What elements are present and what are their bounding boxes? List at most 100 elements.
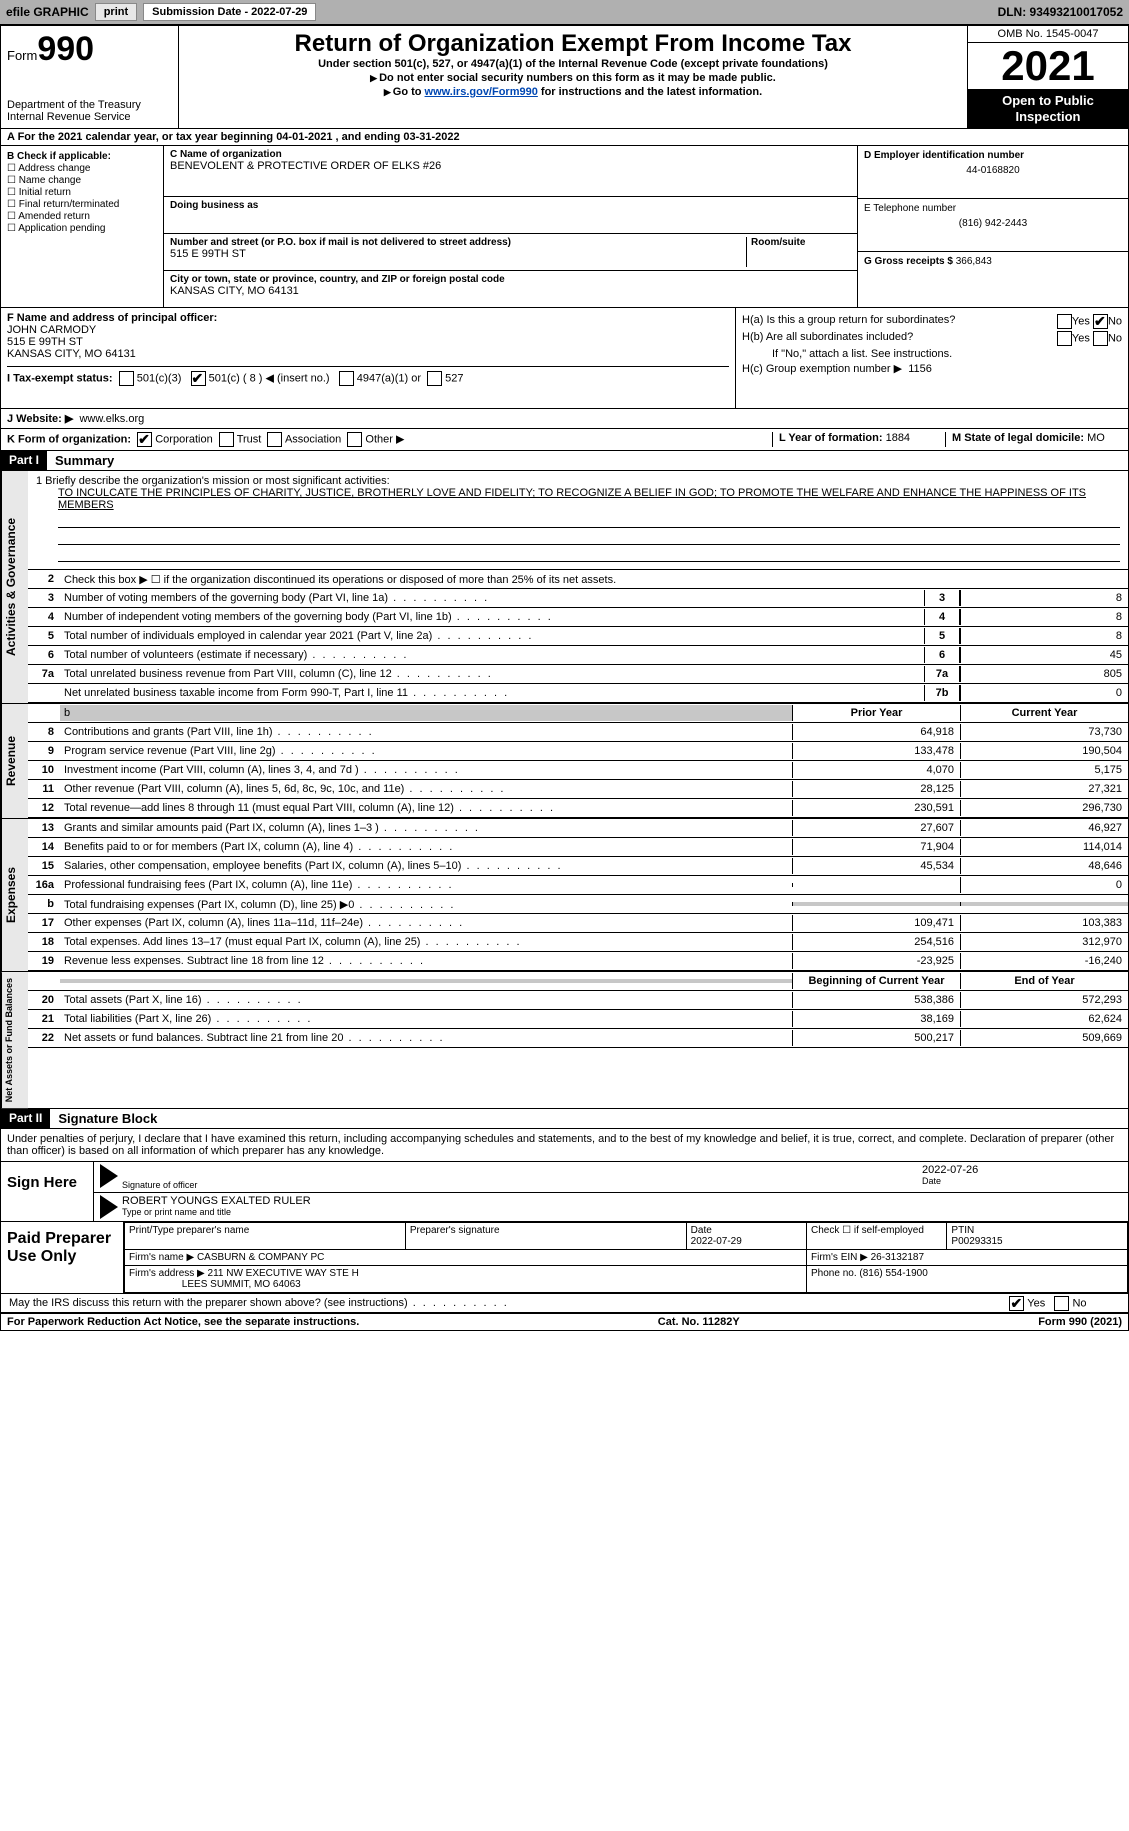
cb-527[interactable]: [427, 371, 442, 386]
sign-here-label: Sign Here: [1, 1162, 94, 1221]
line-18: 18Total expenses. Add lines 13–17 (must …: [28, 933, 1128, 952]
cb-application-pending[interactable]: ☐ Application pending: [7, 223, 157, 234]
row-fh: F Name and address of principal officer:…: [1, 308, 1128, 409]
line-11: 11Other revenue (Part VIII, column (A), …: [28, 780, 1128, 799]
row-klm: K Form of organization: Corporation Trus…: [1, 429, 1128, 451]
officer-typed-name: ROBERT YOUNGS EXALTED RULER: [122, 1195, 1122, 1207]
sign-here-row: Sign Here Signature of officer 2022-07-2…: [1, 1162, 1128, 1222]
officer-street: 515 E 99TH ST: [7, 336, 729, 348]
vert-activities: Activities & Governance: [1, 471, 28, 703]
cb-amended-return[interactable]: ☐ Amended return: [7, 211, 157, 222]
form-number: 990: [37, 30, 94, 68]
firm-name-value: CASBURN & COMPANY PC: [197, 1252, 324, 1263]
l-value: 1884: [886, 432, 910, 444]
sig-date-value: 2022-07-26: [922, 1164, 1122, 1176]
principal-officer: F Name and address of principal officer:…: [1, 308, 735, 408]
m-value: MO: [1087, 432, 1105, 444]
hb-no[interactable]: [1093, 331, 1108, 346]
sig-officer-label: Signature of officer: [122, 1180, 922, 1190]
firm-ein-label: Firm's EIN ▶: [811, 1252, 868, 1263]
header-left: Form990 Department of the Treasury Inter…: [1, 26, 179, 128]
tax-year: 2021: [968, 43, 1128, 89]
sig-arrow-icon-2: [100, 1195, 118, 1219]
summary-line-7b: Net unrelated business taxable income fr…: [28, 684, 1128, 703]
ha-yes[interactable]: [1057, 314, 1072, 329]
cb-name-change[interactable]: ☐ Name change: [7, 175, 157, 186]
line-16a: 16aProfessional fundraising fees (Part I…: [28, 876, 1128, 895]
ha-label: H(a) Is this a group return for subordin…: [742, 314, 955, 329]
header-middle: Return of Organization Exempt From Incom…: [179, 26, 967, 128]
mission-box: 1 Briefly describe the organization's mi…: [28, 471, 1128, 570]
hb-note: If "No," attach a list. See instructions…: [742, 348, 1122, 360]
discuss-yes[interactable]: [1009, 1296, 1024, 1311]
line-21: 21Total liabilities (Part X, line 26)38,…: [28, 1010, 1128, 1029]
form-990-container: Form990 Department of the Treasury Inter…: [0, 25, 1129, 1331]
footer-right: Form 990 (2021): [1038, 1316, 1122, 1328]
row-a-tax-year: A For the 2021 calendar year, or tax yea…: [1, 129, 1128, 146]
section-bcd: B Check if applicable: ☐ Address change …: [1, 146, 1128, 308]
phone-value: (816) 942-2443: [864, 218, 1122, 229]
firm-phone-label: Phone no.: [811, 1268, 857, 1279]
cb-trust[interactable]: [219, 432, 234, 447]
room-label: Room/suite: [751, 237, 851, 248]
cb-final-return[interactable]: ☐ Final return/terminated: [7, 199, 157, 210]
cb-corp[interactable]: [137, 432, 152, 447]
irs-link[interactable]: www.irs.gov/Form990: [425, 86, 538, 98]
revenue-block: Revenue b Prior Year Current Year 8Contr…: [1, 704, 1128, 819]
firm-addr1: 211 NW EXECUTIVE WAY STE H: [208, 1268, 359, 1279]
net-assets-block: Net Assets or Fund Balances Beginning of…: [1, 972, 1128, 1109]
part-1-header-row: Part I Summary: [1, 451, 1128, 471]
j-label: J Website: ▶: [7, 413, 73, 425]
summary-line-5: 5Total number of individuals employed in…: [28, 627, 1128, 646]
hb-yes[interactable]: [1057, 331, 1072, 346]
cb-address-change[interactable]: ☐ Address change: [7, 163, 157, 174]
hc-label: H(c) Group exemption number ▶: [742, 363, 902, 375]
firm-addr-label: Firm's address ▶: [129, 1268, 205, 1279]
i-label: I Tax-exempt status:: [7, 373, 113, 385]
officer-city: KANSAS CITY, MO 64131: [7, 348, 729, 360]
efile-label: efile GRAPHIC: [6, 5, 89, 19]
firm-addr2: LEES SUMMIT, MO 64063: [182, 1279, 301, 1290]
top-toolbar: efile GRAPHIC print Submission Date - 20…: [0, 0, 1129, 25]
goto-pre: Go to: [393, 86, 425, 98]
begin-end-header: Beginning of Current Year End of Year: [28, 972, 1128, 991]
cb-501c3[interactable]: [119, 371, 134, 386]
line-b: bTotal fundraising expenses (Part IX, co…: [28, 895, 1128, 914]
dln-label: DLN: 93493210017052: [998, 5, 1123, 19]
firm-phone-value: (816) 554-1900: [859, 1268, 927, 1279]
footer-mid: Cat. No. 11282Y: [658, 1316, 740, 1328]
k-label: K Form of organization:: [7, 434, 131, 446]
discuss-no[interactable]: [1054, 1296, 1069, 1311]
firm-name-label: Firm's name ▶: [129, 1252, 194, 1263]
check-self-label: Check ☐ if self-employed: [811, 1225, 924, 1236]
f-label: F Name and address of principal officer:: [7, 312, 729, 324]
header-right: OMB No. 1545-0047 2021 Open to PublicIns…: [967, 26, 1128, 128]
line-9: 9Program service revenue (Part VIII, lin…: [28, 742, 1128, 761]
ha-no[interactable]: [1093, 314, 1108, 329]
ptin-value: P00293315: [951, 1236, 1002, 1247]
line-19: 19Revenue less expenses. Subtract line 1…: [28, 952, 1128, 971]
h-section: H(a) Is this a group return for subordin…: [735, 308, 1128, 408]
dept-label: Department of the Treasury: [7, 99, 172, 111]
part-2-title: Signature Block: [50, 1109, 1128, 1128]
city-label: City or town, state or province, country…: [170, 274, 851, 285]
cb-4947[interactable]: [339, 371, 354, 386]
omb-number: OMB No. 1545-0047: [968, 26, 1128, 43]
street-label: Number and street (or P.O. box if mail i…: [170, 237, 746, 248]
summary-line-4: 4Number of independent voting members of…: [28, 608, 1128, 627]
print-button[interactable]: print: [95, 3, 137, 21]
line-14: 14Benefits paid to or for members (Part …: [28, 838, 1128, 857]
line-15: 15Salaries, other compensation, employee…: [28, 857, 1128, 876]
prior-current-header: b Prior Year Current Year: [28, 704, 1128, 723]
col-b-title: B Check if applicable:: [7, 151, 157, 162]
cb-other[interactable]: [347, 432, 362, 447]
footer-left: For Paperwork Reduction Act Notice, see …: [7, 1316, 359, 1328]
cb-501c[interactable]: [191, 371, 206, 386]
form-subtitle-1: Under section 501(c), 527, or 4947(a)(1)…: [187, 58, 959, 70]
sig-date-label: Date: [922, 1176, 1122, 1186]
dba-label: Doing business as: [170, 200, 851, 211]
cb-assoc[interactable]: [267, 432, 282, 447]
column-d: D Employer identification number 44-0168…: [857, 146, 1128, 307]
form-title: Return of Organization Exempt From Incom…: [187, 30, 959, 58]
cb-initial-return[interactable]: ☐ Initial return: [7, 187, 157, 198]
